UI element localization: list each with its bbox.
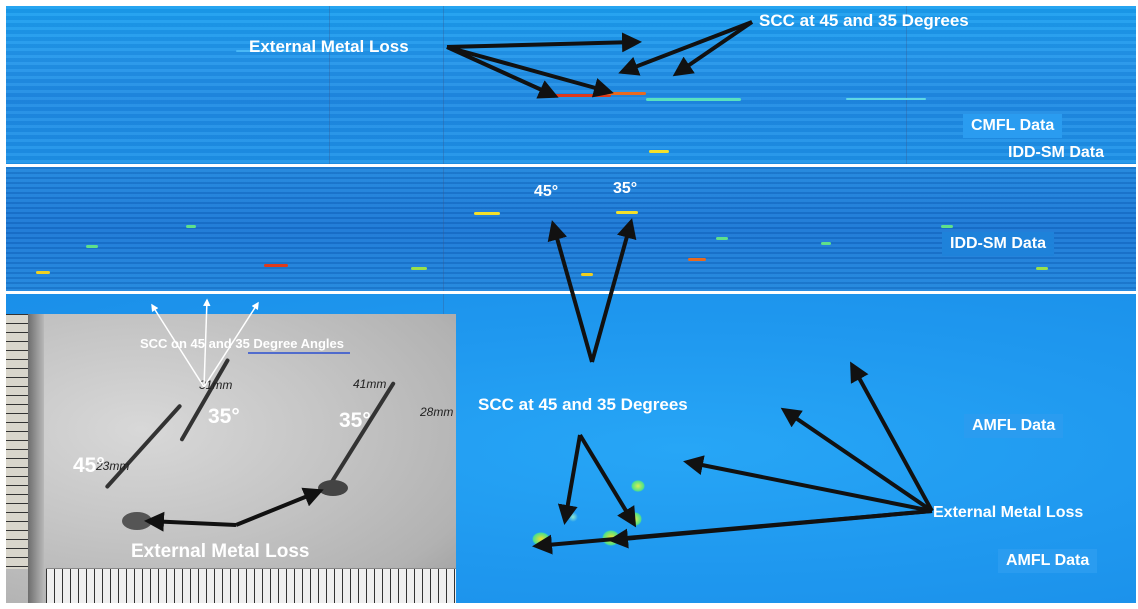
idd-sm-data-panel: [6, 167, 1136, 291]
anomaly-spot: [86, 245, 98, 248]
scc-photo-title: SCC on 45 and 35 Degree Angles: [140, 336, 344, 351]
anomaly-spot: [688, 258, 706, 261]
photo-note: 41mm: [353, 377, 387, 391]
metal-loss-indication: [551, 94, 611, 97]
grid-line: [443, 167, 444, 291]
anomaly-spot: [36, 271, 50, 274]
pipe-edge: [28, 314, 44, 603]
signal-trace: [236, 50, 356, 52]
metal-loss-pit: [318, 480, 348, 496]
metal-loss-pit: [122, 512, 152, 530]
photo-note: 31mm: [199, 378, 233, 392]
horizontal-ruler: [46, 568, 456, 603]
metal-loss-indication: [532, 532, 550, 546]
photo-external-metal-loss-label: External Metal Loss: [131, 541, 310, 562]
angle-45-label: 45°: [534, 183, 559, 200]
angle-35-label: 35°: [613, 180, 638, 197]
vertical-ruler: [6, 314, 28, 569]
idd-sm-data-label-top: IDD-SM Data: [1008, 144, 1105, 161]
scc-indication: [628, 512, 642, 526]
photo-note: 23mm: [96, 459, 130, 473]
amfl-data-label-bottom: AMFL Data: [998, 549, 1098, 573]
grid-line: [443, 6, 444, 164]
anomaly-spot: [411, 267, 427, 270]
scc-crack: [179, 357, 231, 442]
anomaly-spot: [474, 212, 500, 215]
anomaly-spot: [649, 150, 669, 153]
anomaly-spot: [941, 225, 953, 228]
anomaly-spot: [581, 273, 593, 276]
scc-crack: [104, 403, 183, 490]
photo-angle-35-right: 35°: [339, 409, 371, 432]
scc-crack: [326, 380, 396, 490]
idd-sm-data-label: IDD-SM Data: [942, 232, 1055, 256]
grid-line: [329, 6, 330, 164]
signal-trace: [846, 98, 926, 100]
anomaly-spot: [716, 237, 728, 240]
amfl-data-label-top: AMFL Data: [964, 414, 1064, 438]
anomaly-spot: [821, 242, 831, 245]
external-metal-loss-label-top: External Metal Loss: [249, 37, 409, 56]
anomaly-spot: [186, 225, 196, 228]
anomaly-spot: [264, 264, 288, 267]
grid-line: [906, 6, 907, 164]
cmfl-data-label: CMFL Data: [963, 114, 1063, 138]
scc-label-top: SCC at 45 and 35 Degrees: [759, 11, 969, 30]
scc-indication: [568, 512, 578, 522]
photo-angle-45: 45°: [73, 454, 105, 477]
metal-loss-indication: [602, 530, 620, 546]
signal-trace: [646, 98, 741, 101]
scc-indication: [631, 480, 645, 492]
external-metal-loss-label-right: External Metal Loss: [933, 504, 1084, 521]
metal-loss-indication: [606, 92, 646, 95]
photo-angle-35-left: 35°: [208, 405, 240, 428]
anomaly-spot: [1036, 267, 1048, 270]
scc-label-bottom: SCC at 45 and 35 Degrees: [478, 395, 688, 414]
photo-note: 28mm: [420, 405, 454, 419]
anomaly-spot: [616, 211, 638, 214]
